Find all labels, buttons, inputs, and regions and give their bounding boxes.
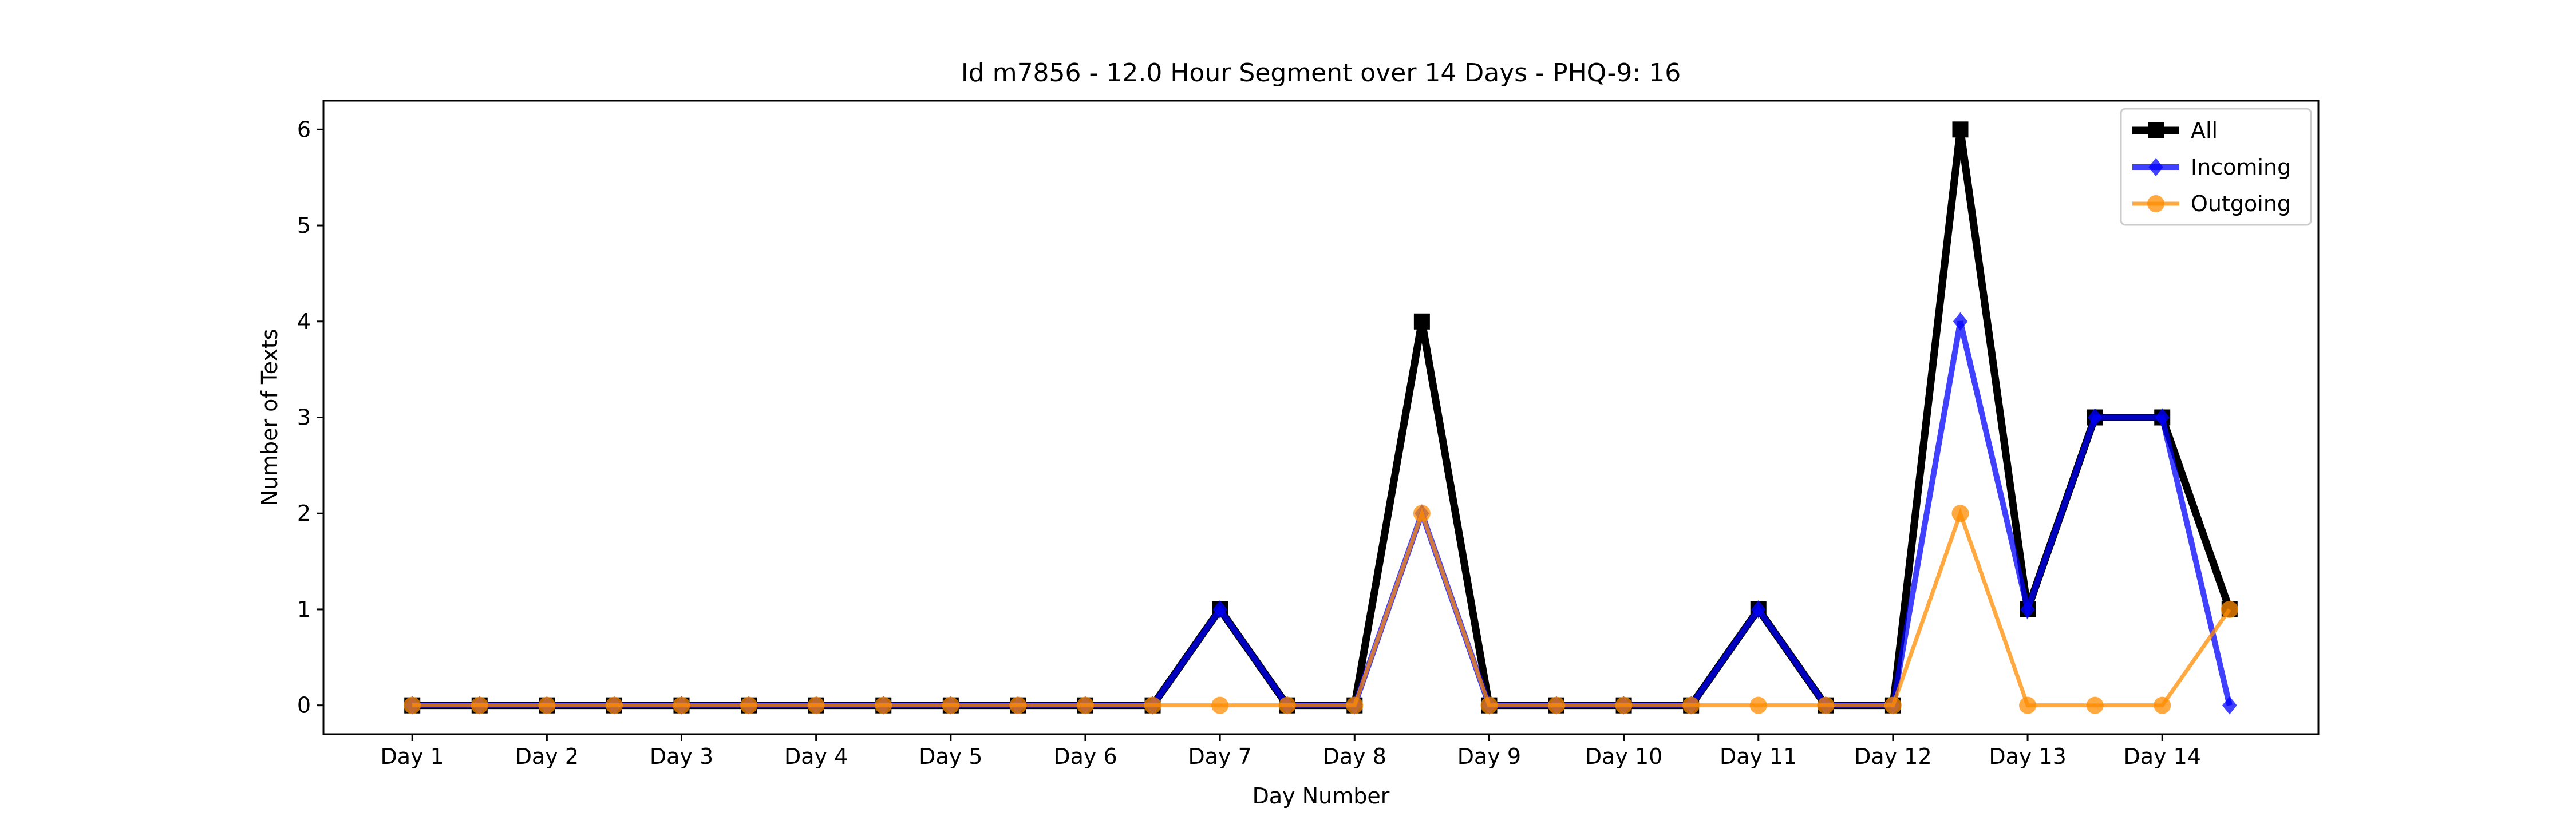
data-point bbox=[2222, 696, 2237, 715]
x-tick-label: Day 3 bbox=[650, 744, 713, 769]
data-point bbox=[1751, 600, 1766, 619]
x-tick-label: Day 4 bbox=[784, 744, 848, 769]
x-tick-label: Day 7 bbox=[1188, 744, 1251, 769]
x-axis-label: Day Number bbox=[1253, 783, 1390, 809]
y-tick-label: 0 bbox=[297, 693, 311, 718]
x-tick-label: Day 11 bbox=[1720, 744, 1797, 769]
data-point bbox=[1951, 505, 1969, 522]
data-point bbox=[538, 696, 556, 714]
data-point bbox=[2155, 408, 2170, 427]
data-point bbox=[740, 696, 758, 714]
data-point bbox=[1212, 600, 1227, 619]
y-tick-label: 6 bbox=[297, 117, 311, 142]
data-point bbox=[1413, 505, 1431, 522]
data-point bbox=[2087, 408, 2103, 427]
data-point bbox=[1952, 121, 1969, 138]
data-point bbox=[807, 696, 825, 714]
legend: All Incoming Outgoing bbox=[2120, 108, 2312, 226]
x-tick-label: Day 6 bbox=[1053, 744, 1117, 769]
x-tick-label: Day 12 bbox=[1854, 744, 1931, 769]
x-axis-ticks: Day 1 Day 2 Day 3 Day 4 Day 5 Day 6 Day 7 Day 8… bbox=[381, 734, 2201, 769]
data-point bbox=[1884, 696, 1902, 714]
y-axis-label: Number of Texts bbox=[257, 328, 282, 506]
y-tick-label: 2 bbox=[297, 501, 311, 526]
y-tick-label: 1 bbox=[297, 597, 311, 622]
legend-marker bbox=[2147, 195, 2164, 212]
x-tick-label: Day 14 bbox=[2123, 744, 2200, 769]
data-point bbox=[2086, 696, 2104, 714]
data-point bbox=[1480, 696, 1498, 714]
data-point bbox=[1749, 696, 1767, 714]
data-point bbox=[404, 696, 421, 714]
data-point bbox=[2154, 696, 2171, 714]
data-point bbox=[1076, 696, 1094, 714]
data-point bbox=[1682, 696, 1700, 714]
data-point bbox=[1615, 696, 1633, 714]
y-tick-label: 3 bbox=[297, 405, 311, 430]
data-point bbox=[875, 696, 892, 714]
data-point bbox=[673, 696, 690, 714]
x-tick-label: Day 5 bbox=[919, 744, 982, 769]
legend-label: Incoming bbox=[2191, 154, 2291, 180]
legend-label: All bbox=[2191, 118, 2218, 143]
y-tick-label: 4 bbox=[297, 309, 311, 334]
chart-title: Id m7856 - 12.0 Hour Segment over 14 Day… bbox=[961, 58, 1681, 88]
data-point bbox=[1953, 312, 1968, 331]
x-tick-label: Day 2 bbox=[515, 744, 579, 769]
data-point bbox=[1413, 313, 1430, 330]
y-tick-label: 5 bbox=[297, 213, 311, 238]
x-tick-label: Day 13 bbox=[1989, 744, 2066, 769]
data-point bbox=[1817, 696, 1835, 714]
data-point bbox=[942, 696, 959, 714]
data-point bbox=[2019, 696, 2037, 714]
data-point bbox=[1009, 696, 1027, 714]
y-axis-ticks: 0 1 2 3 4 5 6 bbox=[297, 117, 323, 718]
data-point bbox=[1211, 696, 1229, 714]
data-point bbox=[1278, 696, 1296, 714]
x-tick-label: Day 9 bbox=[1457, 744, 1521, 769]
data-point bbox=[1346, 696, 1364, 714]
series-line bbox=[412, 507, 2231, 708]
series-layer bbox=[404, 121, 2238, 715]
legend-box bbox=[2120, 108, 2312, 226]
data-point bbox=[1144, 696, 1161, 714]
x-tick-label: Day 1 bbox=[381, 744, 444, 769]
legend-marker bbox=[2148, 122, 2164, 138]
legend-label: Outgoing bbox=[2191, 191, 2291, 216]
data-point bbox=[471, 696, 488, 714]
data-point bbox=[2221, 600, 2238, 618]
legend-marker bbox=[2148, 158, 2163, 176]
data-point bbox=[1548, 696, 1566, 714]
x-tick-label: Day 10 bbox=[1585, 744, 1662, 769]
data-point bbox=[2020, 600, 2035, 619]
series-outgoing bbox=[404, 505, 2238, 714]
data-point bbox=[605, 696, 623, 714]
x-tick-label: Day 8 bbox=[1323, 744, 1386, 769]
plot-area bbox=[323, 101, 2318, 734]
